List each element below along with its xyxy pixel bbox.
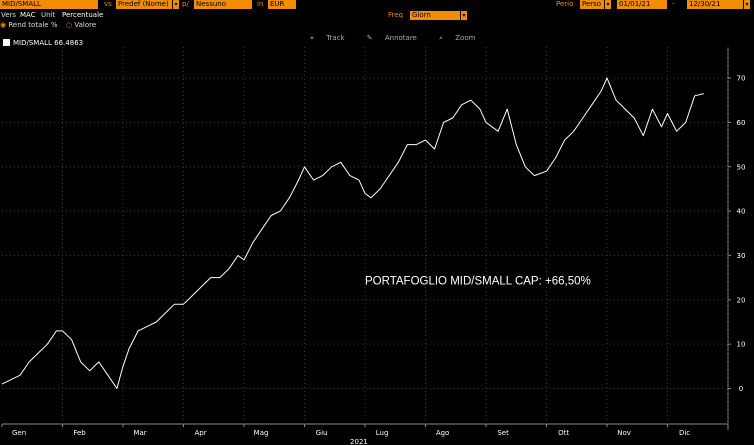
zoom-label: Zoom xyxy=(455,34,476,42)
currency-field[interactable]: EUR xyxy=(268,0,296,9)
x-tick-label: Ott xyxy=(558,429,569,437)
annotate-label: Annotare xyxy=(384,34,417,42)
x-tick-label: Dic xyxy=(679,429,690,437)
track-tool[interactable]: ⌖ Track xyxy=(310,34,355,42)
p-label: p/ xyxy=(182,0,189,8)
x-tick-label: Set xyxy=(497,429,509,437)
chart-annotation: PORTAFOGLIO MID/SMALL CAP: +66,50% xyxy=(365,275,591,287)
radio-valore-label: Valore xyxy=(74,21,97,29)
chart-legend[interactable]: MID/SMALL 66.4863 xyxy=(3,39,83,47)
freq-field[interactable]: Giorn xyxy=(410,11,460,20)
end-date-field[interactable]: 12/30/21 xyxy=(687,0,743,9)
y-tick-label: 30 xyxy=(737,252,746,260)
x-tick-label: Nov xyxy=(617,429,631,437)
toolbar: MID/SMALL vs Predef (Nome) ▾ p/ Nessuno … xyxy=(0,0,754,30)
unit-label: Unit xyxy=(41,11,56,19)
x-tick-label: Apr xyxy=(195,429,207,437)
y-tick-label: 0 xyxy=(739,385,743,393)
comparison-field[interactable]: Predef (Nome) xyxy=(116,0,172,9)
radio-rend-label: Rend totale % xyxy=(8,21,58,29)
radio-valore[interactable]: ○ Valore xyxy=(66,21,96,30)
security-field[interactable]: MID/SMALL xyxy=(0,0,98,9)
period-dropdown-icon[interactable]: ▾ xyxy=(604,0,611,9)
vers-value[interactable]: MAC xyxy=(20,11,36,19)
y-tick-label: 10 xyxy=(737,341,746,349)
vers-label: Vers xyxy=(1,11,17,19)
period-field[interactable]: Perso xyxy=(580,0,604,9)
crosshair-icon: ⌖ xyxy=(310,34,314,42)
y-tick-label: 40 xyxy=(737,208,746,216)
x-tick-label: Giu xyxy=(316,429,328,437)
radio-unselected-icon: ○ xyxy=(66,21,73,29)
radio-selected-icon: ◉ xyxy=(0,21,7,29)
x-tick-label: Lug xyxy=(376,429,389,437)
start-date-field[interactable]: 01/01/21 xyxy=(617,0,667,9)
annotate-tool[interactable]: ✎ Annotare xyxy=(367,34,427,42)
y-tick-label: 60 xyxy=(737,119,746,127)
radio-rend-totale[interactable]: ◉ Rend totale % xyxy=(0,21,58,30)
freq-label: Freq xyxy=(388,11,403,19)
track-label: Track xyxy=(326,34,345,42)
date-separator: - xyxy=(672,0,675,8)
pencil-icon: ✎ xyxy=(366,34,373,42)
unit-value[interactable]: Percentuale xyxy=(62,11,104,19)
x-year-label: 2021 xyxy=(350,438,368,445)
legend-label: MID/SMALL 66.4863 xyxy=(13,39,84,47)
x-tick-label: Mag xyxy=(254,429,269,437)
comparison-dropdown-icon[interactable]: ▾ xyxy=(172,0,179,9)
chart-tools: ⌖ Track ✎ Annotare ⌕ Zoom xyxy=(310,34,495,43)
in-label: in xyxy=(257,0,264,8)
x-tick-label: Feb xyxy=(73,429,86,437)
magnifier-icon: ⌕ xyxy=(439,34,444,42)
period-label: Perio xyxy=(556,0,574,8)
freq-dropdown-icon[interactable]: ▾ xyxy=(460,11,467,20)
p-field[interactable]: Nessuno xyxy=(194,0,252,9)
legend-swatch xyxy=(3,39,10,46)
vs-label: vs xyxy=(104,0,112,8)
x-tick-label: Ago xyxy=(436,429,450,437)
zoom-tool[interactable]: ⌕ Zoom xyxy=(439,34,485,42)
series-line xyxy=(1,77,704,389)
x-tick-label: Mar xyxy=(133,429,146,437)
y-tick-label: 70 xyxy=(737,75,746,83)
x-tick-label: Gen xyxy=(12,429,26,437)
calendar-icon[interactable]: ▾ xyxy=(743,0,750,9)
y-tick-label: 20 xyxy=(737,296,746,304)
y-tick-label: 50 xyxy=(737,163,746,171)
